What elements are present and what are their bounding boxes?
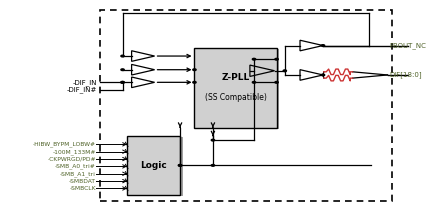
Text: -CKPWRGD/PD#: -CKPWRGD/PD# [48,157,96,161]
Text: -100M_133M#: -100M_133M# [53,149,96,155]
Circle shape [211,164,215,166]
Circle shape [321,45,325,46]
Circle shape [211,139,215,141]
Text: -HIBW_BYPM_LOBW#: -HIBW_BYPM_LOBW# [33,141,96,147]
Circle shape [193,82,196,83]
Text: Z-PLL: Z-PLL [221,73,250,82]
Text: -DIF_IN: -DIF_IN [73,79,97,86]
Circle shape [121,82,124,83]
Circle shape [121,55,124,57]
Circle shape [193,69,196,71]
FancyBboxPatch shape [197,49,280,129]
Circle shape [121,69,124,71]
Circle shape [275,58,278,60]
Circle shape [252,82,256,83]
FancyBboxPatch shape [127,136,180,195]
Text: -SMB_A0_tri#: -SMB_A0_tri# [55,164,96,169]
Circle shape [178,164,182,166]
Circle shape [252,58,256,60]
FancyBboxPatch shape [194,48,276,128]
Circle shape [283,70,286,72]
Text: (SS Compatible): (SS Compatible) [205,94,267,102]
Text: -SMBDAT: -SMBDAT [69,179,96,184]
Circle shape [275,82,278,83]
Text: -SMBCLK: -SMBCLK [69,186,96,191]
Circle shape [178,164,182,166]
Text: Logic: Logic [140,161,167,170]
Text: FBOUT_NC: FBOUT_NC [390,42,426,49]
Circle shape [121,82,124,83]
FancyBboxPatch shape [130,137,183,196]
Text: DIF[18:0]: DIF[18:0] [390,72,422,78]
Text: -DIF_IN#: -DIF_IN# [67,87,97,94]
Circle shape [321,74,325,76]
Text: -SMB_A1_tri: -SMB_A1_tri [60,171,96,177]
